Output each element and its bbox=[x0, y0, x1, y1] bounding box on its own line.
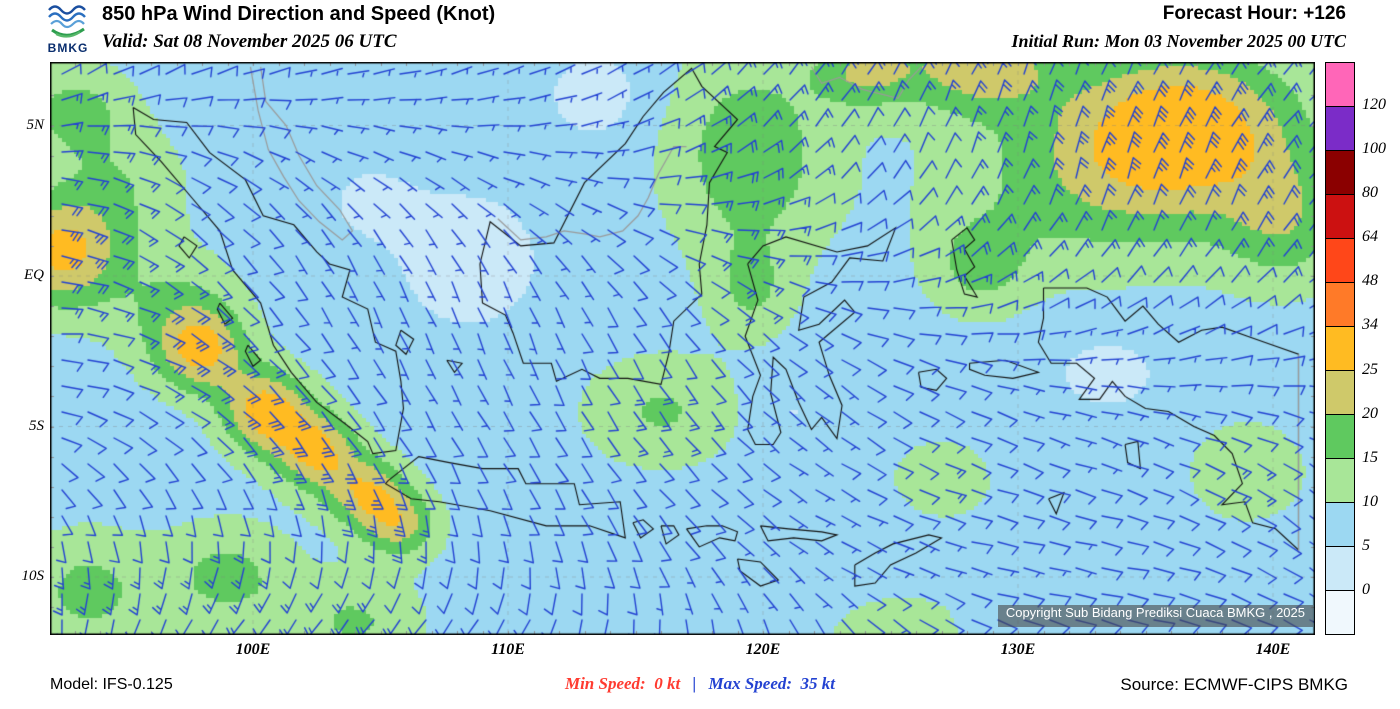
logo-label: BMKG bbox=[47, 41, 89, 55]
initial-run: Initial Run: Mon 03 November 2025 00 UTC bbox=[1011, 31, 1346, 51]
lon-axis-label: 100E bbox=[235, 641, 271, 658]
min-speed-label: Min Speed: 0 kt bbox=[564, 674, 681, 693]
legend-value: 5 bbox=[1362, 536, 1370, 554]
legend-segment bbox=[1326, 503, 1354, 547]
legend-value: 64 bbox=[1362, 228, 1378, 246]
lat-axis-label: 10S bbox=[21, 568, 45, 584]
lat-axis-label: EQ bbox=[24, 267, 44, 283]
speed-separator: | bbox=[692, 674, 697, 693]
legend-value: 10 bbox=[1362, 492, 1378, 510]
legend-value: 15 bbox=[1362, 448, 1378, 466]
legend-value: 120 bbox=[1362, 96, 1386, 114]
legend-value: 48 bbox=[1362, 272, 1378, 290]
legend-value: 25 bbox=[1362, 360, 1378, 378]
model-label: Model: IFS-0.125 bbox=[50, 676, 173, 693]
legend-segment bbox=[1326, 371, 1354, 415]
legend-value: 34 bbox=[1362, 316, 1378, 334]
wind-map-canvas bbox=[50, 62, 1315, 635]
legend-value: 80 bbox=[1362, 184, 1378, 202]
legend-segment bbox=[1326, 415, 1354, 459]
legend-segment bbox=[1326, 591, 1354, 634]
max-speed-label: Max Speed: 35 kt bbox=[708, 674, 836, 693]
lon-axis-label: 110E bbox=[491, 641, 525, 658]
speed-summary: Min Speed: 0 kt | Max Speed: 35 kt bbox=[0, 674, 1400, 694]
legend-segment bbox=[1326, 151, 1354, 195]
legend-segment bbox=[1326, 195, 1354, 239]
legend-segment bbox=[1326, 327, 1354, 371]
legend-segment bbox=[1326, 459, 1354, 503]
lon-axis-label: 140E bbox=[1255, 641, 1291, 658]
legend-colorbar bbox=[1325, 62, 1355, 635]
source-label: Source: ECMWF-CIPS BMKG bbox=[1120, 675, 1348, 694]
legend-segment bbox=[1326, 283, 1354, 327]
bmkg-logo: BMKG bbox=[40, 2, 96, 55]
forecast-hour: Forecast Hour: +126 bbox=[1162, 3, 1346, 24]
legend-value: 20 bbox=[1362, 404, 1378, 422]
lon-axis-label: 130E bbox=[1000, 641, 1036, 658]
lat-axis-label: 5N bbox=[26, 116, 44, 133]
legend-value: 100 bbox=[1362, 140, 1386, 158]
logo-waves-icon bbox=[48, 5, 86, 38]
legend-segment bbox=[1326, 107, 1354, 151]
lat-axis-label: 5S bbox=[29, 417, 44, 434]
legend-segment bbox=[1326, 547, 1354, 591]
lon-axis-label: 120E bbox=[745, 641, 781, 658]
legend-segment bbox=[1326, 239, 1354, 283]
page-title: 850 hPa Wind Direction and Speed (Knot) bbox=[102, 3, 496, 25]
legend-value: 0 bbox=[1362, 580, 1370, 598]
valid-datetime: Valid: Sat 08 November 2025 06 UTC bbox=[102, 31, 397, 52]
copyright-badge: Copyright Sub Bidang Prediksi Cuaca BMKG… bbox=[997, 605, 1313, 627]
legend-segment bbox=[1326, 63, 1354, 107]
